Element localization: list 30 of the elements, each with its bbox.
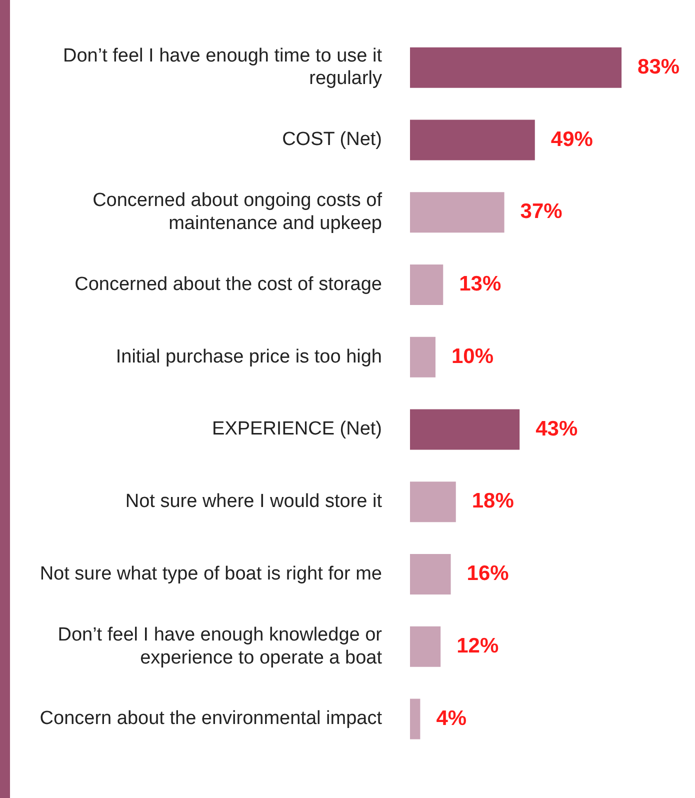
y-tick-label: EXPERIENCE (Net) [212, 418, 382, 440]
data-label: 83% [638, 55, 680, 78]
y-tick-label: Not sure what type of boat is right for me [40, 563, 382, 584]
bar [410, 698, 420, 740]
y-tick-label: Concerned about ongoing costs of maintenance and upkeep [92, 190, 383, 234]
data-label: 49% [550, 128, 594, 151]
y-tick-label: Don’t feel I have enough time to use it regularly [63, 45, 383, 90]
data-label: 4% [436, 706, 467, 730]
data-label: 10% [451, 344, 494, 368]
bar [410, 336, 436, 378]
y-tick-label: Not sure where I would store it [125, 491, 383, 512]
data-label: 13% [459, 272, 502, 296]
data-label: 16% [466, 562, 510, 586]
bar [410, 47, 622, 88]
bar [410, 120, 535, 160]
data-label: 43% [536, 417, 578, 440]
bar [410, 554, 451, 595]
bar [410, 482, 456, 522]
bar [410, 192, 504, 233]
data-label: 37% [520, 200, 563, 224]
bar [410, 626, 441, 667]
y-tick-label: Concerned about the cost of storage [74, 274, 382, 295]
y-tick-label: Concern about the environmental impact [40, 708, 383, 730]
y-tick-label: Initial purchase price is too high [116, 346, 382, 368]
y-tick-label: Don’t feel I have enough knowledge or experience to operate a boat [58, 624, 383, 668]
bar [410, 409, 520, 450]
bar [410, 264, 444, 305]
y-tick-label: COST (Net) [282, 129, 382, 150]
data-label: 12% [456, 634, 499, 658]
data-label: 18% [472, 490, 514, 513]
